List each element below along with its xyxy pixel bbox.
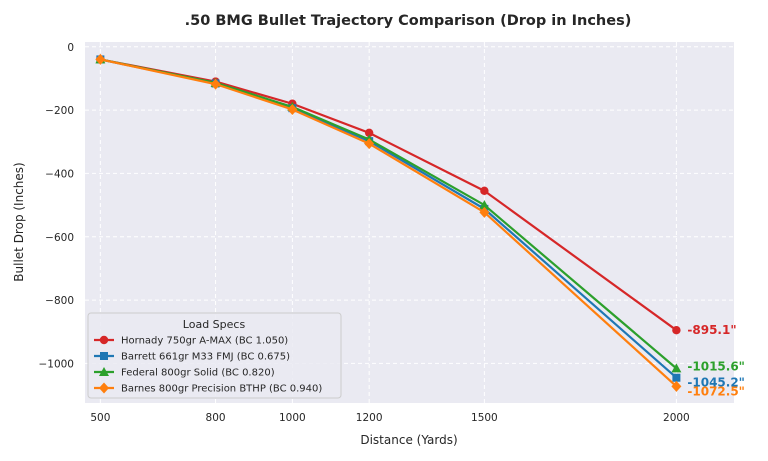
- end-value-label: -895.1": [687, 323, 736, 337]
- legend-label: Hornady 750gr A-MAX (BC 1.050): [121, 336, 288, 347]
- x-axis-ticks: 500 800 1000 1200 1500 2000: [90, 412, 689, 424]
- data-point: [672, 325, 681, 335]
- legend-entry: Barrett 661gr M33 FMJ (BC 0.675): [94, 352, 290, 363]
- series-line: [100, 58, 678, 388]
- legend-entry: Hornady 750gr A-MAX (BC 1.050): [94, 336, 288, 347]
- end-labels: -895.1" -1045.2" -1015.6" -1072.5": [687, 323, 745, 398]
- data-point: [671, 380, 682, 392]
- legend-title: Load Specs: [183, 318, 246, 331]
- end-value-label: -1072.5": [687, 384, 745, 398]
- x-tick-label: 500: [90, 412, 110, 424]
- data-point: [479, 206, 490, 218]
- chart-title: .50 BMG Bullet Trajectory Comparison (Dr…: [185, 13, 632, 29]
- data-point: [672, 373, 681, 382]
- data-point: [479, 200, 490, 210]
- legend-label: Barrett 661gr M33 FMJ (BC 0.675): [121, 352, 290, 363]
- x-tick-label: 1500: [471, 412, 498, 424]
- y-tick-label: −400: [45, 168, 74, 180]
- legend: Load Specs Hornady 750gr A-MAX (BC 1.050…: [87, 312, 342, 399]
- x-tick-label: 2000: [663, 412, 690, 424]
- legend-box: [87, 312, 342, 399]
- legend-entry: Federal 800gr Solid (BC 0.820): [94, 367, 275, 379]
- legend-label: Federal 800gr Solid (BC 0.820): [121, 368, 275, 379]
- series-4: [95, 53, 682, 392]
- x-tick-label: 800: [206, 412, 226, 424]
- grid-lines: [85, 42, 734, 403]
- data-point: [210, 78, 221, 90]
- data-point: [480, 186, 489, 196]
- end-value-label: -1015.6": [687, 359, 745, 373]
- legend-marker: [99, 382, 109, 394]
- data-point: [364, 138, 375, 150]
- legend-label: Barnes 800gr Precision BTHP (BC 0.940): [121, 384, 322, 395]
- legend-marker: [100, 352, 108, 360]
- data-point: [95, 53, 106, 65]
- y-tick-label: −1000: [38, 358, 74, 370]
- x-tick-label: 1000: [279, 412, 306, 424]
- series-layer: [95, 53, 682, 392]
- y-axis-ticks: 0 −200 −400 −600 −800 −1000: [38, 42, 74, 371]
- y-tick-label: −800: [45, 295, 74, 307]
- legend-marker: [99, 335, 109, 345]
- y-tick-label: −600: [45, 232, 74, 244]
- legend-items: Hornady 750gr A-MAX (BC 1.050) Barrett 66…: [94, 336, 322, 395]
- y-tick-label: −200: [45, 105, 74, 117]
- data-point: [671, 363, 682, 373]
- legend-entry: Barnes 800gr Precision BTHP (BC 0.940): [94, 382, 322, 395]
- y-tick-label: 0: [67, 42, 74, 54]
- x-axis-label: Distance (Yards): [360, 433, 457, 447]
- data-point: [364, 128, 374, 138]
- end-value-label: -1045.2": [687, 376, 745, 390]
- data-point: [287, 103, 298, 115]
- y-axis-label: Bullet Drop (Inches): [12, 162, 26, 281]
- x-tick-label: 1200: [356, 412, 383, 424]
- legend-marker: [99, 367, 109, 376]
